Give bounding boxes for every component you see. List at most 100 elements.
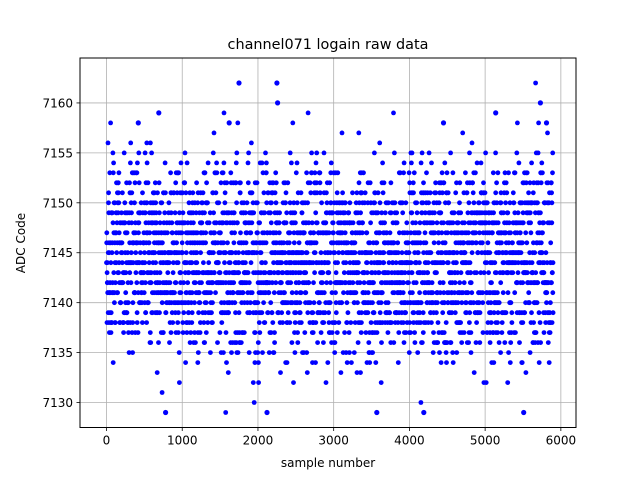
data-point bbox=[503, 200, 508, 206]
data-point bbox=[343, 260, 349, 266]
data-point bbox=[473, 240, 479, 246]
data-point bbox=[324, 190, 329, 196]
data-point-extreme bbox=[421, 409, 427, 416]
y-tick-label: 7145 bbox=[42, 246, 73, 260]
data-point bbox=[187, 340, 193, 345]
data-point bbox=[287, 230, 293, 236]
data-point bbox=[269, 310, 275, 316]
data-point bbox=[526, 290, 532, 296]
data-point bbox=[449, 310, 455, 316]
data-point bbox=[113, 280, 118, 286]
data-point bbox=[189, 320, 195, 325]
data-point bbox=[469, 140, 475, 146]
data-point bbox=[255, 350, 261, 355]
data-point bbox=[448, 150, 453, 156]
data-point bbox=[365, 310, 371, 316]
data-point bbox=[273, 200, 279, 206]
data-point bbox=[536, 120, 541, 126]
data-point bbox=[322, 310, 328, 316]
data-point bbox=[135, 160, 140, 166]
data-point bbox=[496, 340, 502, 345]
data-point bbox=[332, 350, 338, 355]
data-point bbox=[216, 200, 222, 206]
data-point bbox=[430, 350, 436, 355]
data-point bbox=[159, 390, 165, 395]
data-point bbox=[119, 260, 125, 266]
data-point bbox=[104, 230, 110, 236]
data-point bbox=[144, 320, 150, 325]
data-point bbox=[199, 220, 205, 226]
data-point bbox=[223, 330, 229, 335]
data-point bbox=[336, 320, 342, 325]
data-point bbox=[541, 330, 547, 335]
data-point bbox=[248, 300, 253, 306]
data-point bbox=[323, 380, 329, 385]
data-point bbox=[465, 290, 471, 296]
data-point bbox=[233, 180, 239, 186]
data-point bbox=[194, 260, 200, 266]
data-point bbox=[464, 190, 470, 196]
data-point bbox=[110, 210, 115, 216]
data-point bbox=[120, 190, 125, 196]
data-point bbox=[152, 250, 158, 256]
data-point bbox=[227, 260, 233, 266]
data-point bbox=[467, 150, 472, 156]
data-point bbox=[235, 350, 241, 355]
data-point bbox=[397, 170, 403, 176]
data-point bbox=[203, 300, 209, 306]
data-point bbox=[493, 270, 499, 276]
x-tick-label: 3000 bbox=[318, 434, 349, 448]
data-point bbox=[261, 300, 266, 306]
data-point bbox=[105, 140, 111, 146]
data-point bbox=[299, 210, 305, 216]
data-point bbox=[111, 160, 116, 166]
data-point bbox=[249, 190, 255, 196]
data-point bbox=[203, 230, 209, 236]
data-point bbox=[377, 200, 383, 206]
data-point bbox=[546, 360, 552, 365]
data-point bbox=[203, 330, 209, 335]
data-point bbox=[339, 300, 345, 306]
data-point bbox=[420, 310, 426, 316]
data-point bbox=[233, 160, 239, 166]
data-point bbox=[298, 290, 304, 296]
data-point bbox=[278, 370, 283, 375]
data-point bbox=[279, 280, 284, 286]
data-point bbox=[328, 160, 334, 166]
data-point bbox=[541, 270, 547, 276]
data-point bbox=[279, 310, 285, 316]
data-point bbox=[314, 220, 320, 226]
data-point bbox=[147, 330, 153, 335]
data-point bbox=[309, 220, 315, 226]
data-point bbox=[511, 200, 517, 206]
data-point bbox=[540, 170, 545, 176]
data-point bbox=[197, 330, 203, 335]
data-point bbox=[297, 310, 303, 316]
data-point bbox=[406, 170, 412, 176]
data-point bbox=[515, 210, 521, 216]
data-point bbox=[240, 290, 246, 296]
data-point bbox=[110, 220, 116, 226]
data-point bbox=[359, 230, 365, 236]
data-point bbox=[529, 160, 534, 166]
data-point bbox=[211, 210, 217, 216]
data-point bbox=[132, 200, 137, 206]
data-point bbox=[413, 280, 419, 286]
data-point bbox=[200, 190, 206, 196]
data-point bbox=[231, 240, 237, 246]
data-point bbox=[332, 250, 337, 256]
data-point bbox=[196, 310, 202, 316]
data-point bbox=[197, 300, 203, 306]
data-point bbox=[207, 210, 213, 216]
data-point bbox=[548, 180, 554, 186]
data-point bbox=[527, 300, 532, 306]
data-point bbox=[434, 270, 439, 276]
data-point bbox=[297, 300, 303, 306]
data-point bbox=[252, 330, 258, 335]
data-point bbox=[183, 190, 189, 196]
data-point bbox=[292, 320, 298, 325]
data-point bbox=[195, 230, 200, 236]
data-point bbox=[488, 300, 494, 306]
data-point bbox=[291, 380, 296, 385]
data-point bbox=[136, 150, 142, 156]
